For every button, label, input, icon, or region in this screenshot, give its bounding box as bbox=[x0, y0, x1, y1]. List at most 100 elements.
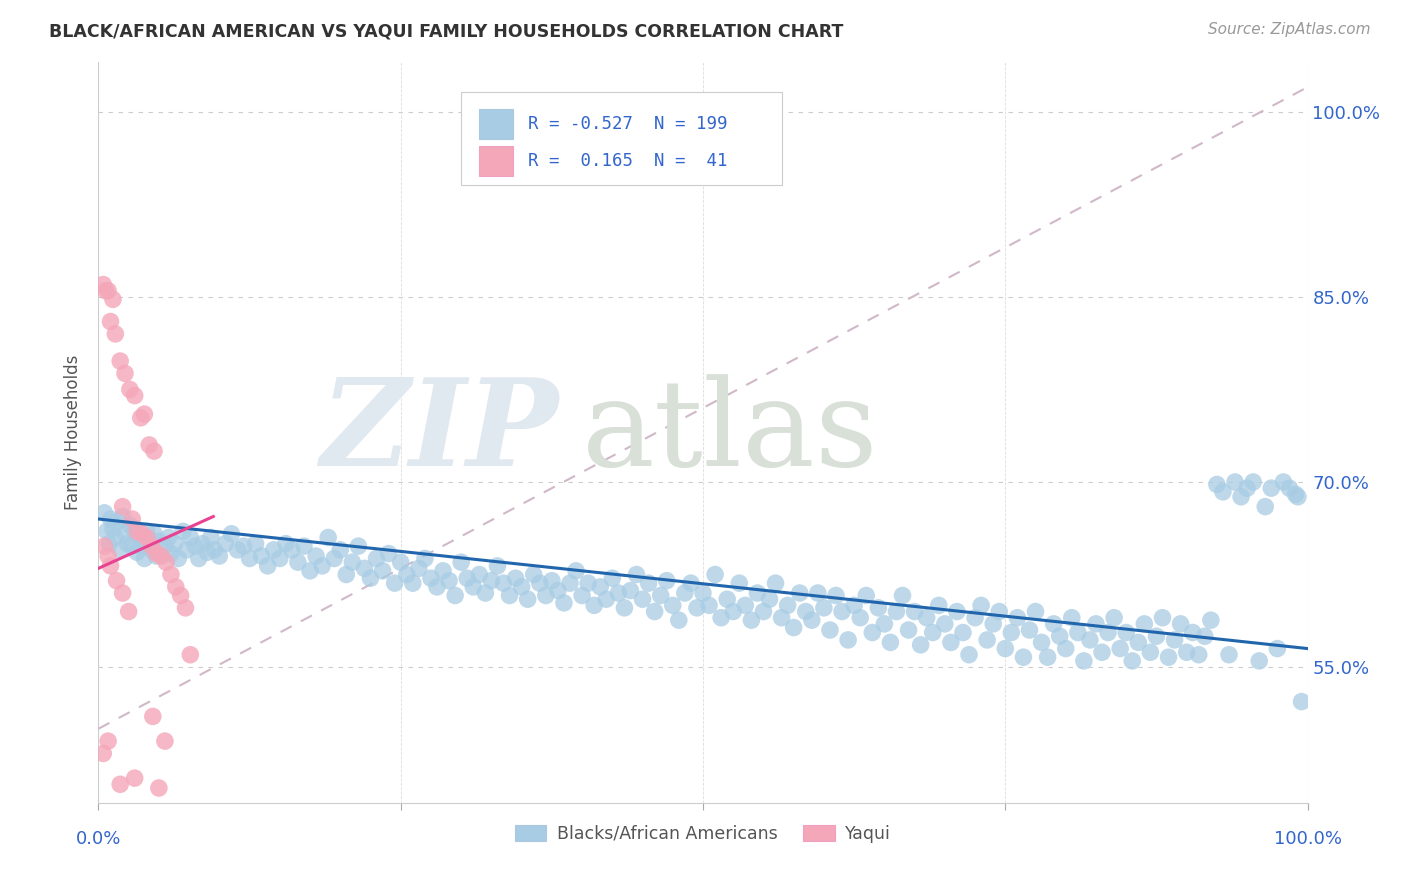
Point bbox=[1060, 611, 1083, 625]
Point bbox=[498, 589, 520, 603]
Point bbox=[1097, 625, 1119, 640]
Point bbox=[420, 571, 443, 585]
Point bbox=[108, 354, 131, 368]
Point bbox=[117, 537, 139, 551]
Point bbox=[138, 438, 160, 452]
Point bbox=[565, 564, 588, 578]
Point bbox=[97, 549, 120, 563]
Point bbox=[553, 596, 575, 610]
Text: ZIP: ZIP bbox=[319, 374, 558, 491]
Point bbox=[263, 542, 285, 557]
Point bbox=[274, 537, 297, 551]
Point bbox=[179, 531, 201, 545]
Text: 0.0%: 0.0% bbox=[76, 830, 121, 848]
Point bbox=[583, 599, 606, 613]
Point bbox=[626, 567, 648, 582]
Point bbox=[534, 589, 557, 603]
Point bbox=[371, 564, 394, 578]
Point bbox=[1018, 623, 1040, 637]
Point bbox=[704, 567, 727, 582]
Text: atlas: atlas bbox=[582, 374, 879, 491]
Point bbox=[807, 586, 830, 600]
Point bbox=[1109, 641, 1132, 656]
Point bbox=[1128, 635, 1150, 649]
Point bbox=[915, 611, 938, 625]
Point bbox=[1163, 632, 1185, 647]
Point bbox=[141, 542, 163, 557]
Point bbox=[165, 580, 187, 594]
Point bbox=[831, 605, 853, 619]
Point bbox=[965, 611, 987, 625]
Point bbox=[402, 576, 425, 591]
Point bbox=[1157, 650, 1180, 665]
Point bbox=[1260, 481, 1282, 495]
Point bbox=[148, 780, 170, 795]
Point bbox=[155, 555, 177, 569]
Point bbox=[191, 537, 214, 551]
Point bbox=[127, 524, 149, 539]
Point bbox=[934, 616, 956, 631]
Point bbox=[100, 512, 122, 526]
Point bbox=[740, 613, 762, 627]
Point bbox=[444, 589, 467, 603]
Point bbox=[1091, 645, 1114, 659]
Point bbox=[631, 592, 654, 607]
Point bbox=[1188, 648, 1211, 662]
Point bbox=[195, 545, 218, 559]
Point bbox=[143, 444, 166, 458]
Point bbox=[650, 589, 672, 603]
Point bbox=[118, 383, 141, 397]
Point bbox=[114, 526, 136, 541]
Y-axis label: Family Households: Family Households bbox=[65, 355, 83, 510]
Point bbox=[1102, 611, 1125, 625]
Point bbox=[510, 580, 533, 594]
Point bbox=[208, 549, 231, 563]
Point bbox=[250, 549, 273, 563]
Point bbox=[97, 734, 120, 748]
Point bbox=[432, 564, 454, 578]
Point bbox=[145, 549, 167, 563]
Point bbox=[134, 551, 156, 566]
Point bbox=[91, 277, 114, 292]
Point bbox=[1054, 641, 1077, 656]
Point bbox=[153, 539, 176, 553]
Text: R = -0.527  N = 199: R = -0.527 N = 199 bbox=[527, 115, 727, 133]
Point bbox=[299, 564, 322, 578]
Point bbox=[1291, 695, 1313, 709]
Point bbox=[1152, 611, 1174, 625]
Point bbox=[1218, 648, 1240, 662]
Point bbox=[516, 592, 538, 607]
Point bbox=[167, 551, 190, 566]
Point bbox=[595, 592, 617, 607]
Point bbox=[145, 547, 167, 561]
Point bbox=[169, 589, 191, 603]
Point bbox=[413, 551, 436, 566]
Point bbox=[1121, 654, 1143, 668]
Point bbox=[1067, 625, 1090, 640]
Point bbox=[163, 537, 186, 551]
Point bbox=[135, 524, 157, 539]
Point bbox=[377, 547, 399, 561]
Point bbox=[1078, 632, 1101, 647]
Point bbox=[408, 561, 430, 575]
Point bbox=[794, 605, 817, 619]
Point bbox=[879, 635, 901, 649]
Point bbox=[1024, 605, 1046, 619]
Point bbox=[782, 621, 804, 635]
Point bbox=[128, 531, 150, 545]
Point bbox=[468, 567, 491, 582]
Point bbox=[988, 605, 1011, 619]
Point bbox=[886, 605, 908, 619]
Point bbox=[111, 509, 134, 524]
FancyBboxPatch shape bbox=[479, 109, 513, 138]
Point bbox=[329, 542, 352, 557]
Point bbox=[1267, 641, 1289, 656]
Point bbox=[157, 531, 180, 545]
Point bbox=[281, 542, 304, 557]
Point bbox=[873, 616, 896, 631]
Point bbox=[342, 555, 364, 569]
Point bbox=[486, 558, 509, 573]
Point bbox=[1085, 616, 1108, 631]
Point bbox=[91, 747, 114, 761]
Point bbox=[1241, 475, 1264, 489]
